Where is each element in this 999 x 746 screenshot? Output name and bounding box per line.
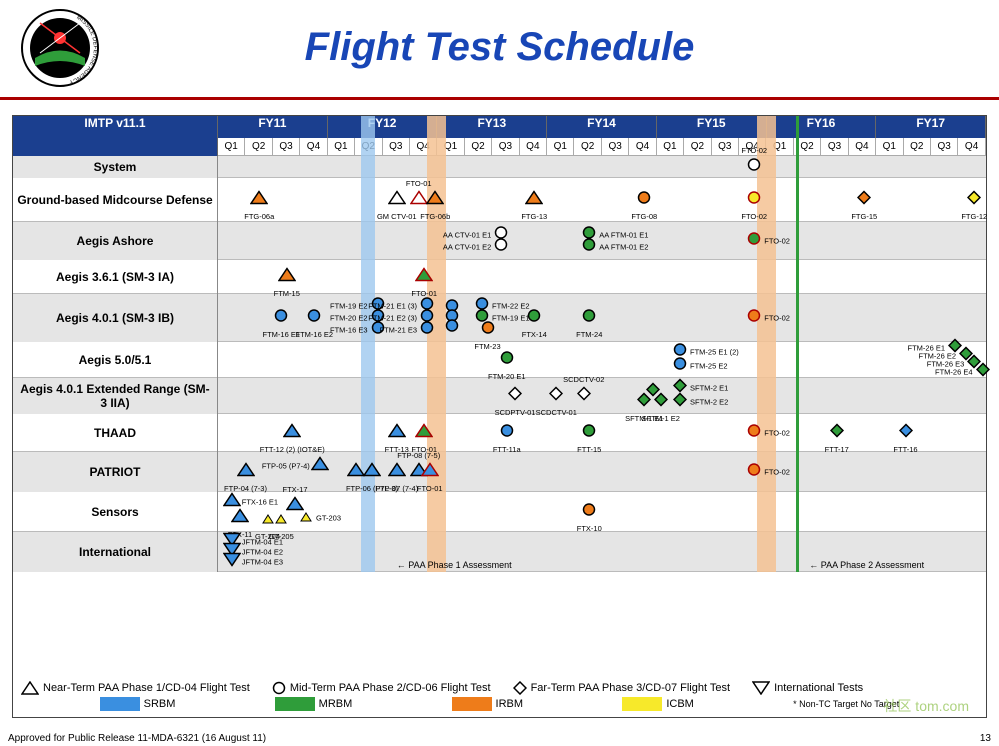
row-track <box>218 532 986 571</box>
quarter-header: Q1 <box>328 138 355 156</box>
quarter-header: Q2 <box>684 138 711 156</box>
quarter-header: Q4 <box>300 138 327 156</box>
system-row: Aegis 4.0.1 Extended Range (SM-3 IIA) <box>13 378 986 414</box>
system-row: Aegis 3.6.1 (SM-3 IA) <box>13 260 986 294</box>
schedule-chart: IMTP v11.1 FY11FY12FY13FY14FY15FY16FY17 … <box>12 115 987 680</box>
fy-header: FY17 <box>876 116 986 138</box>
row-track <box>218 492 986 531</box>
quarter-header: Q4 <box>849 138 876 156</box>
legend-item: SRBM <box>100 697 176 711</box>
chart-body: SystemGround-based Midcourse DefenseAegi… <box>13 156 986 572</box>
quarter-header: Q4 <box>520 138 547 156</box>
row-label: Aegis 4.0.1 (SM-3 IB) <box>13 294 218 342</box>
system-row: Aegis Ashore <box>13 222 986 260</box>
fy-header: FY16 <box>767 116 877 138</box>
system-row: Sensors <box>13 492 986 532</box>
system-row: International <box>13 532 986 572</box>
row-label: Aegis Ashore <box>13 222 218 260</box>
row-track <box>218 414 986 451</box>
quarter-header: Q3 <box>383 138 410 156</box>
page-title: Flight Test Schedule <box>0 0 999 70</box>
quarter-header: Q2 <box>355 138 382 156</box>
row-track <box>218 260 986 293</box>
row-track <box>218 342 986 377</box>
row-label: International <box>13 532 218 572</box>
system-row: Aegis 4.0.1 (SM-3 IB) <box>13 294 986 342</box>
quarter-header: Q3 <box>931 138 958 156</box>
row-label: THAAD <box>13 414 218 452</box>
quarter-header: Q4 <box>410 138 437 156</box>
year-header-row: IMTP v11.1 FY11FY12FY13FY14FY15FY16FY17 <box>13 116 986 138</box>
fy-header: FY14 <box>547 116 657 138</box>
system-row: Ground-based Midcourse Defense <box>13 178 986 222</box>
row-label: Sensors <box>13 492 218 532</box>
legend-item: Far-Term PAA Phase 3/CD-07 Flight Test <box>513 681 731 695</box>
quarter-header: Q1 <box>766 138 793 156</box>
legend-item: Mid-Term PAA Phase 2/CD-06 Flight Test <box>272 681 491 695</box>
quarter-header: Q3 <box>273 138 300 156</box>
quarter-header: Q3 <box>821 138 848 156</box>
quarter-header: Q4 <box>629 138 656 156</box>
page-number: 13 <box>980 733 991 744</box>
row-label: System <box>13 156 218 178</box>
row-label: Aegis 3.6.1 (SM-3 IA) <box>13 260 218 294</box>
legend-item: ICBM <box>622 697 694 711</box>
quarter-header-row: Q1Q2Q3Q4Q1Q2Q3Q4Q1Q2Q3Q4Q1Q2Q3Q4Q1Q2Q3Q4… <box>13 138 986 156</box>
row-label: PATRIOT <box>13 452 218 492</box>
quarter-header: Q2 <box>245 138 272 156</box>
watermark: 社区 tom.com <box>883 696 969 716</box>
quarter-header: Q3 <box>602 138 629 156</box>
slide: { "title": "Flight Test Schedule", "head… <box>0 0 999 746</box>
quarter-header: Q4 <box>958 138 985 156</box>
quarter-header: Q4 <box>739 138 766 156</box>
quarter-header: Q2 <box>904 138 931 156</box>
row-track <box>218 378 986 413</box>
legend-item: IRBM <box>452 697 524 711</box>
fy-header: FY11 <box>218 116 328 138</box>
system-row: Aegis 5.0/5.1 <box>13 342 986 378</box>
quarter-header: Q1 <box>437 138 464 156</box>
legend-item: Near-Term PAA Phase 1/CD-04 Flight Test <box>21 681 250 695</box>
quarter-header: Q1 <box>218 138 245 156</box>
legend: Near-Term PAA Phase 1/CD-04 Flight Test M… <box>12 675 987 718</box>
fy-header: FY12 <box>328 116 438 138</box>
quarter-header: Q1 <box>876 138 903 156</box>
fy-header: FY13 <box>437 116 547 138</box>
quarter-header: Q2 <box>794 138 821 156</box>
row-label: Aegis 4.0.1 Extended Range (SM-3 IIA) <box>13 378 218 414</box>
row-track <box>218 222 986 259</box>
quarter-header: Q3 <box>712 138 739 156</box>
system-row: THAAD <box>13 414 986 452</box>
header: MISSILE DEFENSE AGENCY Flight Test Sched… <box>0 0 999 100</box>
header-label: IMTP v11.1 <box>13 116 218 138</box>
row-track <box>218 156 986 177</box>
header-label-ext <box>13 138 218 156</box>
row-track <box>218 178 986 221</box>
row-track <box>218 452 986 491</box>
row-label: Ground-based Midcourse Defense <box>13 178 218 222</box>
footer: Approved for Public Release 11-MDA-6321 … <box>0 733 999 744</box>
quarter-header: Q2 <box>574 138 601 156</box>
release-statement: Approved for Public Release 11-MDA-6321 … <box>8 733 266 744</box>
legend-item: MRBM <box>275 697 353 711</box>
system-row: PATRIOT <box>13 452 986 492</box>
quarter-header: Q3 <box>492 138 519 156</box>
quarter-header: Q1 <box>657 138 684 156</box>
fy-header: FY15 <box>657 116 767 138</box>
quarter-header: Q2 <box>465 138 492 156</box>
row-track <box>218 294 986 341</box>
legend-row-colors: SRBMMRBMIRBMICBM* Non-TC Target No Targe… <box>21 697 978 711</box>
legend-item: International Tests <box>752 681 863 695</box>
agency-logo: MISSILE DEFENSE AGENCY <box>20 8 100 93</box>
quarter-header: Q1 <box>547 138 574 156</box>
legend-row-shapes: Near-Term PAA Phase 1/CD-04 Flight Test M… <box>21 681 978 695</box>
system-row: System <box>13 156 986 178</box>
row-label: Aegis 5.0/5.1 <box>13 342 218 378</box>
